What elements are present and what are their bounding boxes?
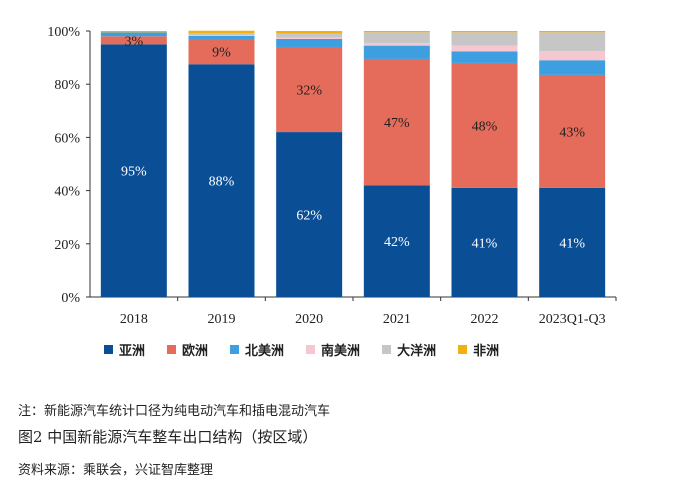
x-tick-label: 2018 [120,312,148,327]
bar-segment [276,132,343,297]
data-label: 41% [472,236,498,251]
legend-swatch-north-america [230,345,240,354]
bar-segment [276,46,343,133]
legend-label-south-america: 南美洲 [321,344,361,359]
bar-segment [363,58,430,186]
data-label: 43% [559,125,585,140]
data-label: 88% [209,175,235,190]
bar-segment [363,185,430,297]
bar-segment [188,33,255,35]
x-tick-label: 2023Q1-Q3 [539,312,606,327]
data-label: 9% [212,46,231,61]
legend-item-north-america: 北美洲 [230,340,284,359]
bar-segment [276,31,343,34]
data-label: 95% [121,165,147,180]
x-tick-label: 2019 [208,312,236,327]
bar-segment [100,31,167,33]
bar-segment [276,38,343,47]
bar-segment [363,45,430,59]
bar-segment [451,62,518,188]
figure-caption: 图2 中国新能源汽车整车出口结构（按区域） [18,428,318,446]
legend-item-europe: 欧洲 [167,340,208,359]
y-tick-label: 100% [47,25,80,40]
x-tick-label: 2021 [383,312,411,327]
legend-label-north-america: 北美洲 [245,344,285,359]
bar-segment [363,32,430,43]
legend-swatch-asia [104,345,113,354]
legend-label-africa: 非洲 [473,344,500,359]
bar-segment [276,33,343,38]
bar-segment [539,187,606,297]
bar-segment [100,36,167,45]
y-tick-label: 40% [54,185,80,200]
bar-segment [188,35,255,39]
bar-segment [276,37,343,39]
legend-label-europe: 欧洲 [182,344,209,359]
legend-item-south-america: 南美洲 [306,340,360,359]
legend-swatch-europe [167,345,177,354]
bar-segment [539,31,606,33]
bar-segment [539,32,606,51]
stacked-bar-chart: 0% 20% 40% 60% 80% 100% 95% 3% 2018 88% 9% 2019 62% 3… [47,25,617,327]
data-label: 32% [296,84,322,99]
bar-segment [100,32,167,37]
x-tick-label: 2022 [471,312,499,327]
data-label: 47% [384,116,410,131]
bar-segment [451,45,518,52]
x-tick-label: 2020 [295,312,323,327]
bar-segment [100,44,167,297]
bar-segment [451,187,518,297]
legend-item-oceania: 大洋洲 [382,340,436,359]
bar-segment [451,51,518,63]
chart-note: 注：新能源汽车统计口径为纯电动汽车和插电混动汽车 [18,404,331,419]
data-label: 42% [384,235,410,250]
bar-segment [539,74,606,188]
y-tick-label: 60% [54,131,80,146]
bar-segment [363,31,430,33]
data-label: 62% [296,209,322,224]
legend-item-africa: 非洲 [458,340,499,359]
bar-segment [539,50,606,61]
data-label: 41% [559,236,585,251]
y-tick-label: 0% [61,291,80,306]
data-source: 资料来源：乘联会，兴证智库整理 [18,463,214,478]
bar-segment [188,34,255,36]
bar-segment [188,30,255,34]
legend-swatch-south-america [306,345,316,354]
bar-segment [451,31,518,33]
data-label: 48% [472,119,498,134]
legend-item-asia: 亚洲 [104,340,145,359]
legend-label-asia: 亚洲 [119,344,146,359]
legend-label-oceania: 大洋洲 [397,344,437,359]
legend-swatch-africa [458,345,468,354]
bar-segment [363,42,430,46]
bar-segment [188,64,255,297]
legend: 亚洲 欧洲 北美洲 南美洲 大洋洲 非洲 [104,340,499,359]
bar-segment [451,32,518,46]
bar-segment [539,60,606,75]
data-label: 3% [124,34,143,49]
legend-swatch-oceania [382,345,392,354]
bar-segment [188,38,255,65]
y-tick-label: 80% [54,78,80,93]
y-tick-label: 20% [54,238,80,253]
